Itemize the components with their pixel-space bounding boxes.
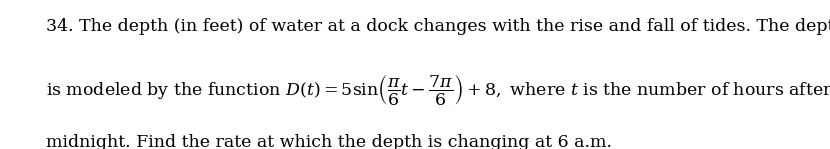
Text: 34. The depth (in feet) of water at a dock changes with the rise and fall of tid: 34. The depth (in feet) of water at a do…: [46, 18, 830, 35]
Text: midnight. Find the rate at which the depth is changing at 6 a.m.: midnight. Find the rate at which the dep…: [46, 134, 612, 149]
Text: $\mathrm{is\ modeled\ by\ the\ function\ }D(t) = 5\sin\!\left(\dfrac{\pi}{6}t - : $\mathrm{is\ modeled\ by\ the\ function\…: [46, 72, 830, 107]
